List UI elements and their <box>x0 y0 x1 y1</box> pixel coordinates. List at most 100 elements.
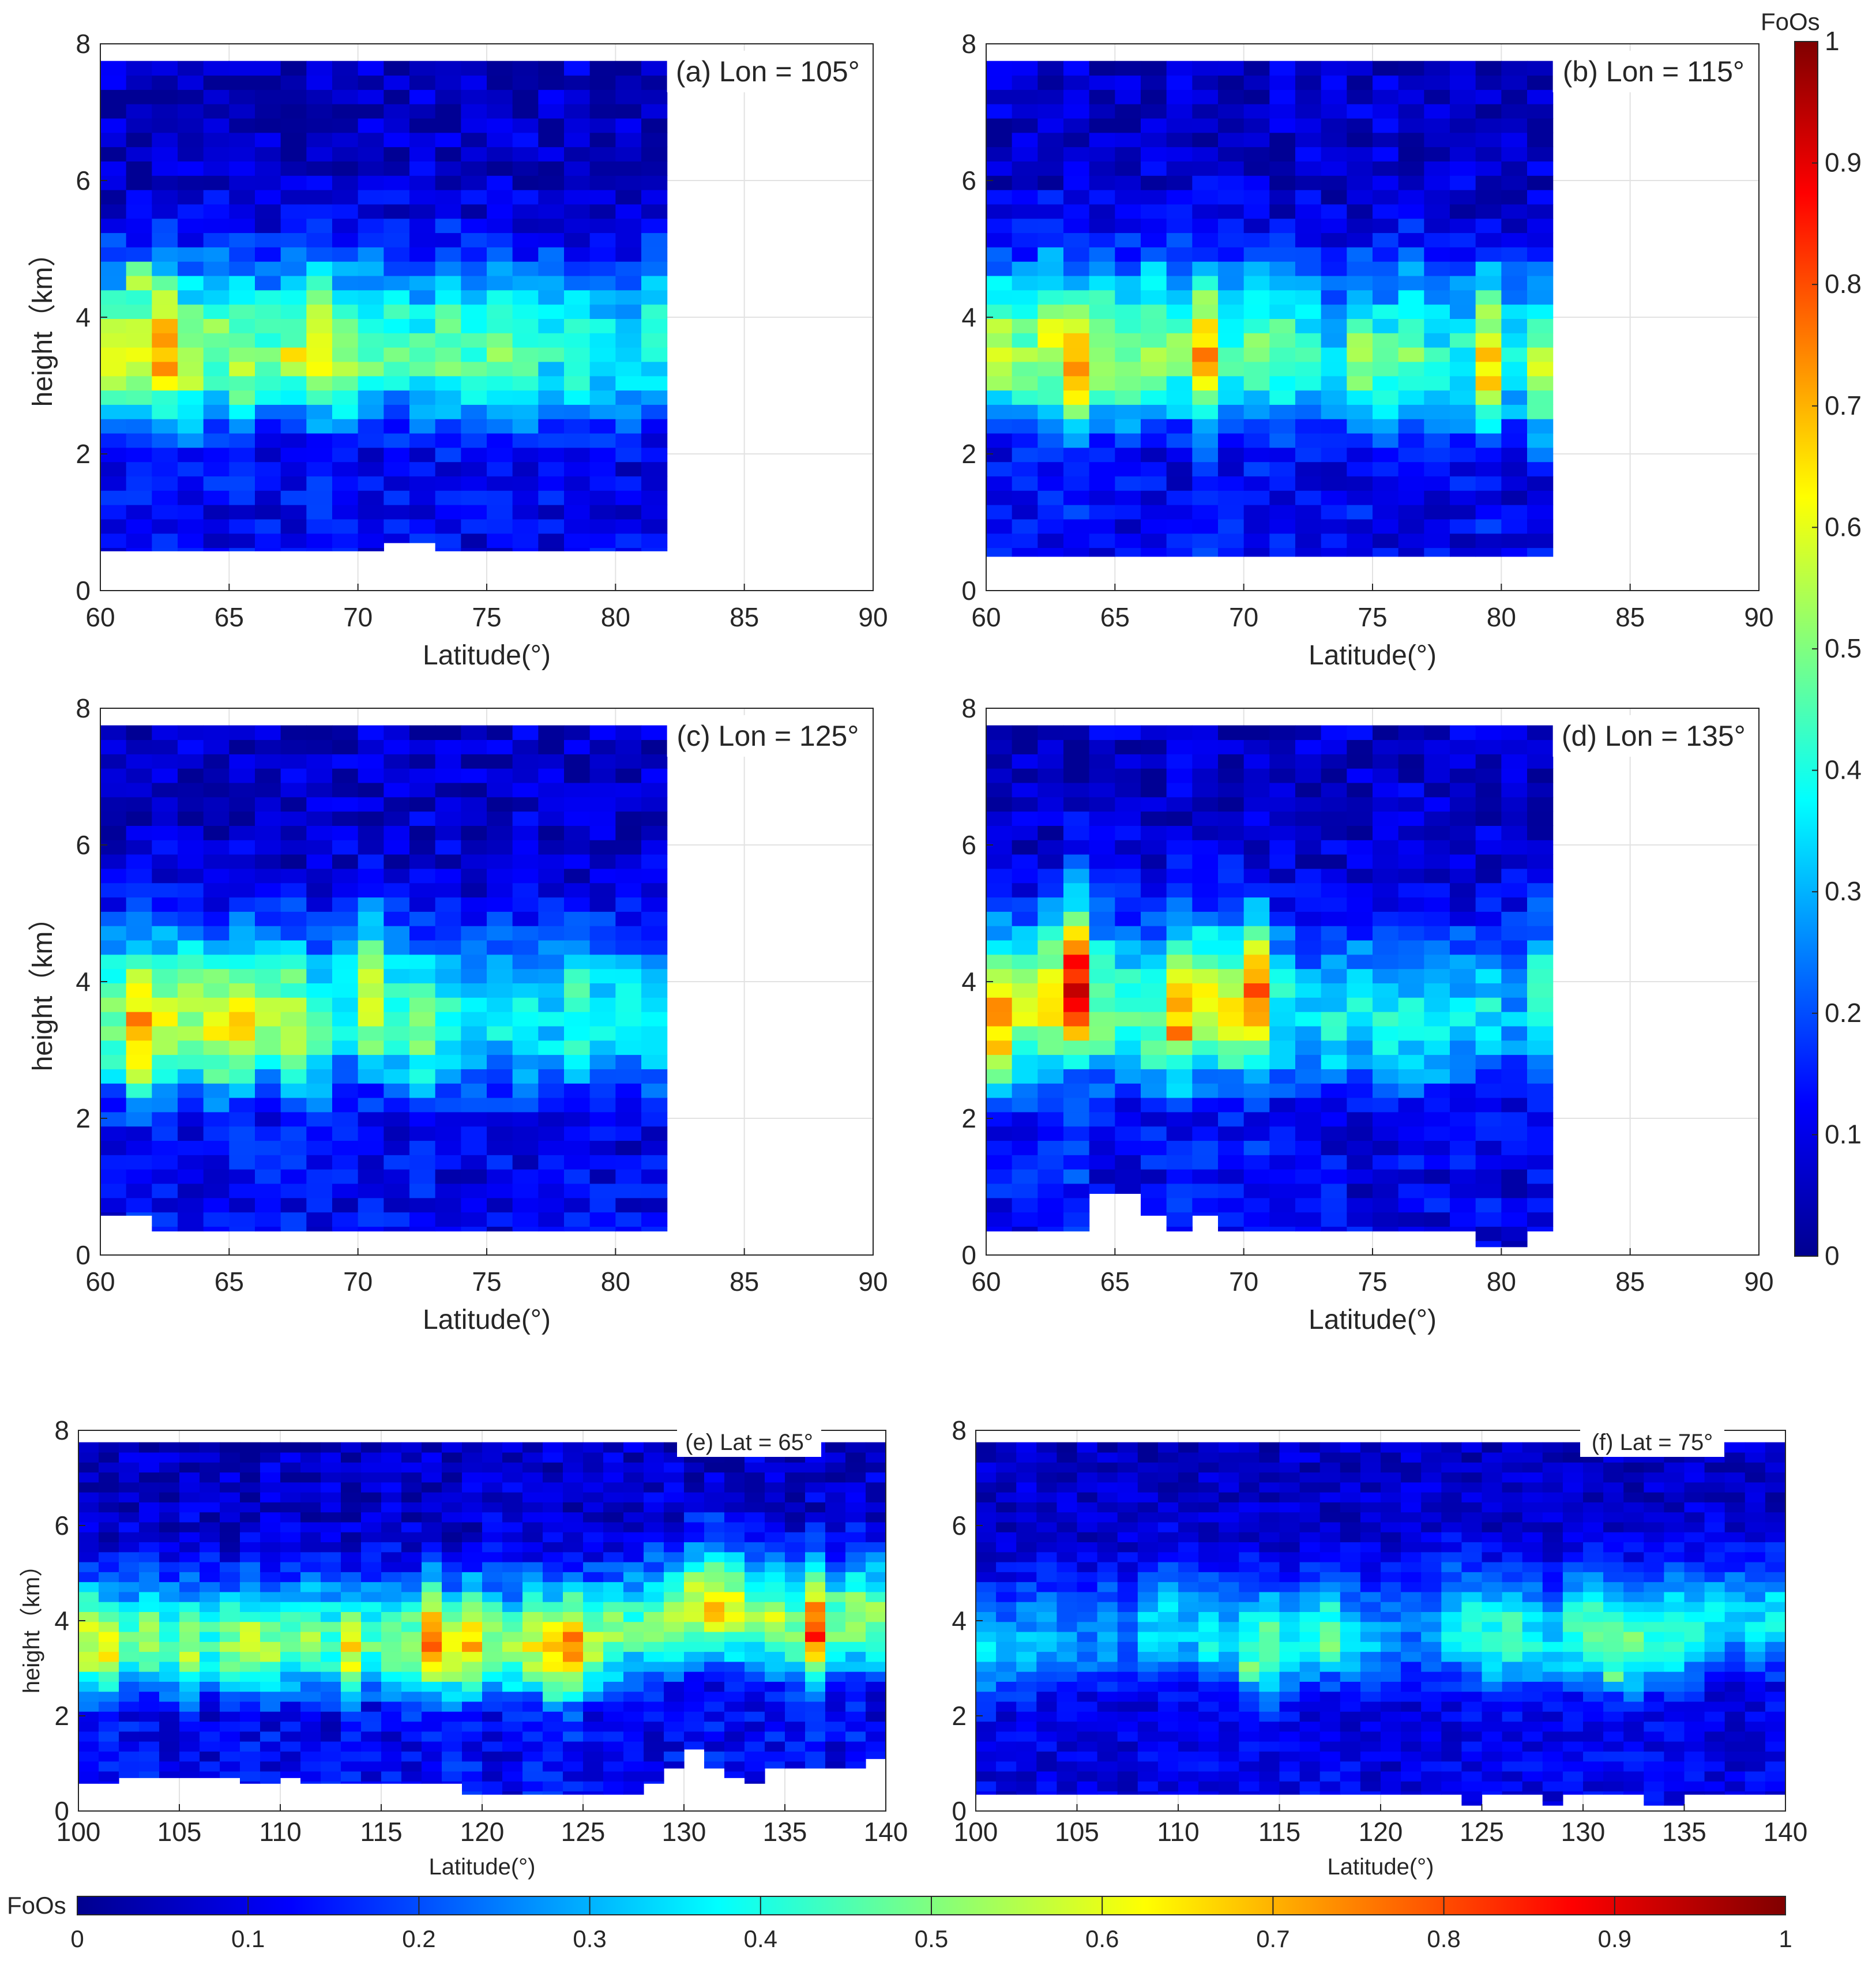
heatmap-cell <box>1450 1197 1476 1213</box>
heatmap-cell <box>765 1542 785 1553</box>
heatmap-cell <box>1373 768 1399 783</box>
heatmap-cell <box>664 1482 685 1493</box>
heatmap-cell <box>589 476 616 491</box>
heatmap-cell <box>996 1572 1017 1583</box>
heatmap-cell <box>1295 375 1322 391</box>
heatmap-cell <box>159 1472 180 1483</box>
heatmap-cell <box>1089 854 1115 869</box>
heatmap-cell <box>401 1741 422 1752</box>
heatmap-cell <box>564 897 591 912</box>
heatmap-cell <box>306 547 333 551</box>
heatmap-cell <box>1243 433 1270 448</box>
heatmap-cell <box>1501 754 1528 769</box>
heatmap-cell <box>461 1169 487 1184</box>
heatmap-cell <box>462 1572 483 1583</box>
heatmap-cell <box>260 1442 281 1453</box>
heatmap-cell <box>615 882 642 898</box>
heatmap-cell <box>1012 840 1038 855</box>
heatmap-cell <box>280 1169 307 1184</box>
heatmap-cell <box>724 1502 745 1513</box>
heatmap-cell <box>358 347 384 362</box>
heatmap-cell <box>1373 361 1399 377</box>
heatmap-cell <box>1192 1155 1219 1170</box>
heatmap-cell <box>240 1651 261 1662</box>
heatmap-cell <box>1527 840 1554 855</box>
heatmap-cell <box>1321 547 1347 557</box>
heatmap-cell <box>409 75 436 90</box>
heatmap-cell <box>1450 811 1476 826</box>
heatmap-cell <box>1373 811 1399 826</box>
heatmap-cell <box>996 1751 1017 1762</box>
heatmap-cell <box>538 997 565 1012</box>
heatmap-cell <box>1141 232 1167 247</box>
heatmap-cell <box>986 1212 1013 1227</box>
heatmap-cell <box>724 1521 745 1532</box>
heatmap-cell <box>563 1561 584 1572</box>
heatmap-cell <box>442 1611 463 1622</box>
heatmap-cell <box>358 1183 384 1198</box>
heatmap-cell <box>321 1781 341 1784</box>
heatmap-cell <box>1115 1155 1141 1170</box>
heatmap-cell <box>1115 1025 1141 1041</box>
heatmap-cell <box>563 1521 584 1532</box>
heatmap-cell <box>280 1521 301 1532</box>
heatmap-cell <box>409 1212 436 1227</box>
heatmap-cell <box>126 275 152 291</box>
heatmap-cell <box>321 1591 341 1602</box>
heatmap-cell <box>260 1561 281 1572</box>
heatmap-cell <box>1057 1561 1078 1572</box>
heatmap-cell <box>664 1631 685 1642</box>
heatmap-cell <box>745 1711 765 1722</box>
heatmap-cell <box>502 1621 523 1632</box>
heatmap-cell <box>255 404 281 419</box>
heatmap-cell <box>361 1621 382 1632</box>
heatmap-cells <box>976 1442 1786 1806</box>
heatmap-cell <box>487 854 513 869</box>
heatmap-cell <box>361 1691 382 1702</box>
heatmap-cell <box>126 968 152 984</box>
heatmap-cell <box>384 204 410 219</box>
heatmap-cell <box>641 476 668 491</box>
heatmap-cell <box>178 333 204 348</box>
heatmap-cell <box>986 854 1013 869</box>
heatmap-cell <box>126 347 152 362</box>
heatmap-cell <box>300 1641 321 1652</box>
heatmap-cell <box>785 1671 806 1682</box>
heatmap-cell <box>461 476 487 491</box>
heatmap-cell <box>240 1502 261 1513</box>
heatmap-cell <box>996 1621 1017 1632</box>
heatmap-cell <box>644 1741 664 1752</box>
heatmap-cell <box>332 390 359 405</box>
heatmap-cell <box>139 1462 160 1473</box>
heatmap-cell <box>1475 1126 1502 1141</box>
heatmap-cell <box>409 940 436 955</box>
x-tick-label: 60 <box>85 602 115 632</box>
heatmap-cell <box>641 1069 668 1084</box>
heatmap-cell <box>1501 404 1528 419</box>
heatmap-cell <box>280 840 307 855</box>
heatmap-cell <box>1398 375 1424 391</box>
heatmap-cell <box>785 1561 806 1572</box>
heatmap-cell <box>1373 1054 1399 1069</box>
heatmap-cell <box>1089 275 1115 291</box>
heatmap-cell <box>1036 1542 1057 1553</box>
heatmap-cell <box>564 1111 591 1127</box>
heatmap-cell <box>1398 89 1424 104</box>
heatmap-cell <box>100 118 127 133</box>
heatmap-cell <box>1012 304 1038 320</box>
heatmap-cell <box>1424 175 1450 190</box>
heatmap-cell <box>512 897 539 912</box>
heatmap-cell <box>805 1621 826 1632</box>
heatmap-cell <box>986 868 1013 884</box>
heatmap-cell <box>583 1691 604 1702</box>
heatmap-cell <box>358 1054 384 1069</box>
heatmap-cell <box>255 375 281 391</box>
heatmap-cell <box>1527 333 1554 348</box>
heatmap-cell <box>684 1492 705 1502</box>
heatmap-cell <box>1036 1591 1057 1602</box>
heatmap-cell <box>583 1521 604 1532</box>
heatmap-cell <box>1398 1083 1424 1098</box>
heatmap-cell <box>1424 433 1450 448</box>
heatmap-cell <box>240 1741 261 1752</box>
heatmap-cell <box>435 218 461 234</box>
